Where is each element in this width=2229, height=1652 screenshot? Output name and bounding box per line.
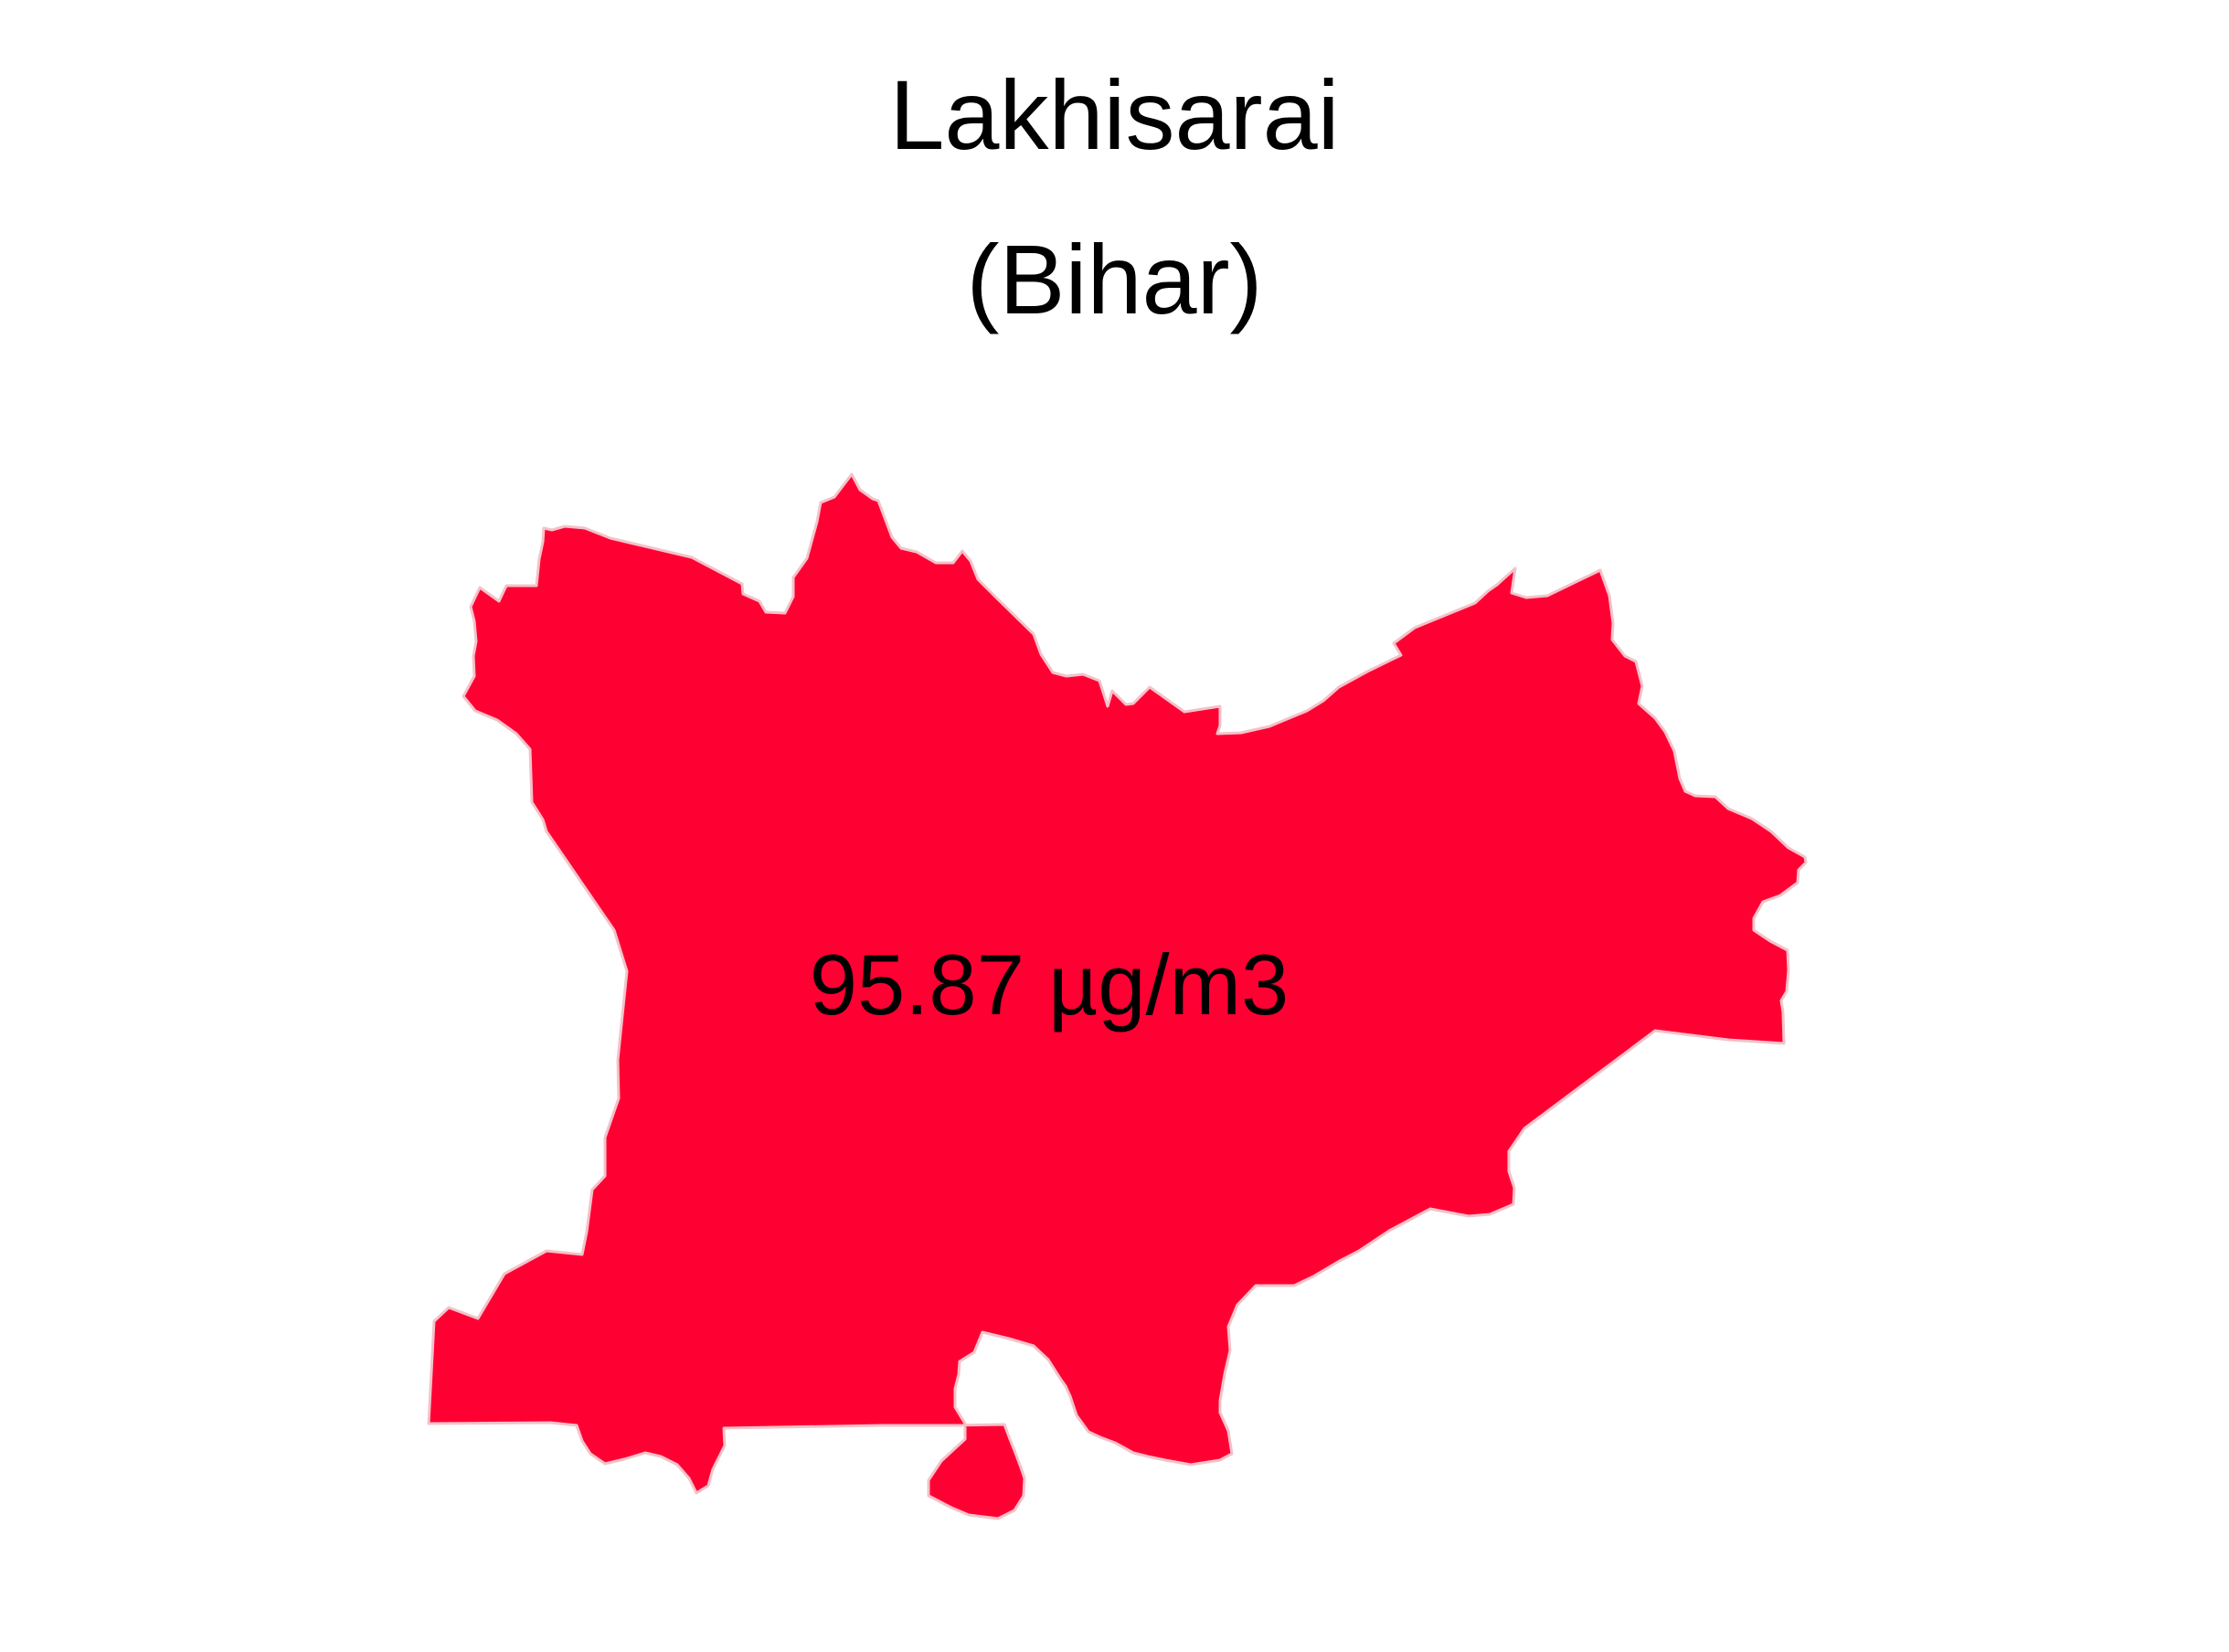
map-title: Lakhisarai <box>889 59 1340 170</box>
pollution-value-label: 95.87 µg/m3 <box>810 937 1289 1032</box>
map-subtitle: (Bihar) <box>966 224 1263 334</box>
district-boundary-lakhisarai <box>427 472 1808 1520</box>
